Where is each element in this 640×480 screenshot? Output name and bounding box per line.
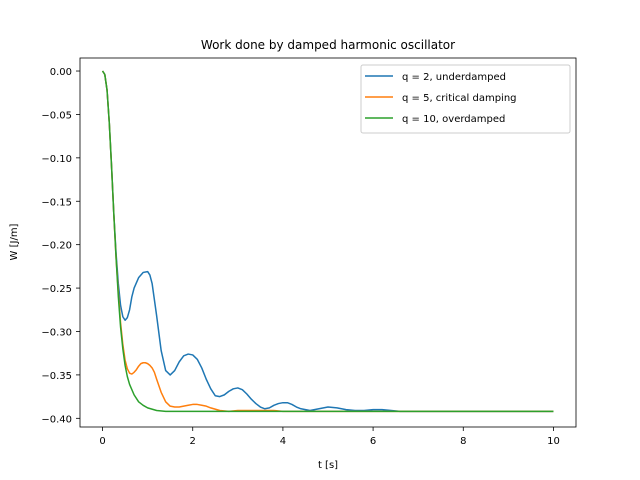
y-tick-label: 0.00: [50, 67, 72, 78]
legend: q = 2, underdamped q = 5, critical dampin…: [360, 64, 571, 134]
x-tick-label: 0: [99, 436, 105, 447]
x-tick-label: 2: [190, 436, 196, 447]
y-tick-label: −0.35: [41, 371, 72, 382]
plot-area: [101, 70, 554, 413]
legend-label: q = 10, overdamped: [402, 114, 505, 125]
axes-frame: [79, 57, 577, 428]
legend-label: q = 2, underdamped: [402, 72, 506, 83]
legend-label: q = 5, critical damping: [402, 93, 517, 104]
y-axis-label: W [J/m]: [9, 223, 20, 260]
x-axis-ticks: 0 2 4 6 8 10: [99, 427, 560, 447]
y-tick-label: −0.10: [41, 154, 72, 165]
y-tick-label: −0.15: [41, 197, 72, 208]
y-tick-label: −0.20: [41, 241, 72, 252]
x-tick-label: 10: [547, 436, 560, 447]
y-tick-label: −0.25: [41, 284, 72, 295]
series-line-1: [101, 70, 554, 413]
x-tick-label: 6: [370, 436, 376, 447]
legend-box: [360, 64, 571, 134]
y-tick-label: −0.40: [41, 414, 72, 425]
x-axis-label: t [s]: [318, 460, 338, 471]
x-tick-label: 4: [280, 436, 286, 447]
x-tick-label: 8: [460, 436, 466, 447]
series-line-3: [101, 70, 554, 413]
y-tick-label: −0.05: [41, 110, 72, 121]
y-tick-label: −0.30: [41, 327, 72, 338]
chart-title: Work done by damped harmonic oscillator: [201, 38, 455, 52]
y-axis-ticks: 0.00 −0.05 −0.10 −0.15 −0.20 −0.25 −0.30 −0.35 −…: [41, 67, 80, 425]
